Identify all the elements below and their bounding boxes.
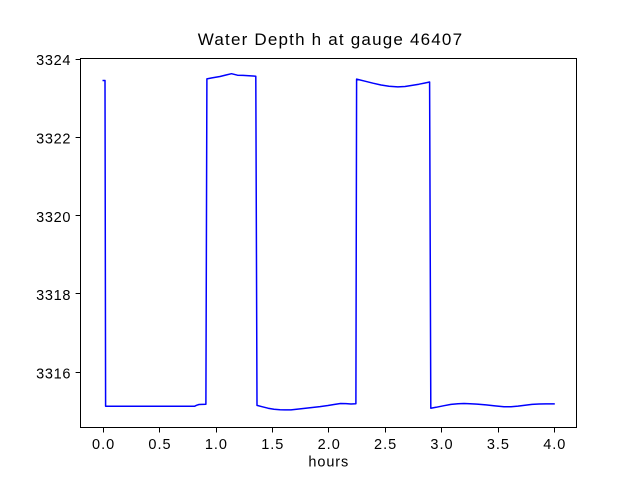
svg-text:3318: 3318 — [36, 288, 71, 304]
svg-text:2.5: 2.5 — [374, 437, 397, 453]
svg-text:3320: 3320 — [36, 210, 71, 226]
svg-text:3322: 3322 — [36, 132, 71, 148]
svg-text:2.0: 2.0 — [318, 437, 341, 453]
svg-text:1.5: 1.5 — [261, 437, 284, 453]
svg-text:1.0: 1.0 — [205, 437, 228, 453]
svg-text:0.0: 0.0 — [92, 437, 115, 453]
svg-text:3316: 3316 — [36, 366, 71, 382]
svg-text:hours: hours — [308, 455, 349, 471]
svg-text:3324: 3324 — [36, 53, 71, 69]
svg-text:4.0: 4.0 — [543, 437, 566, 453]
svg-text:0.5: 0.5 — [148, 437, 171, 453]
svg-text:Water Depth h at gauge 46407: Water Depth h at gauge 46407 — [198, 30, 463, 49]
svg-text:3.5: 3.5 — [487, 437, 510, 453]
svg-text:3.0: 3.0 — [430, 437, 453, 453]
